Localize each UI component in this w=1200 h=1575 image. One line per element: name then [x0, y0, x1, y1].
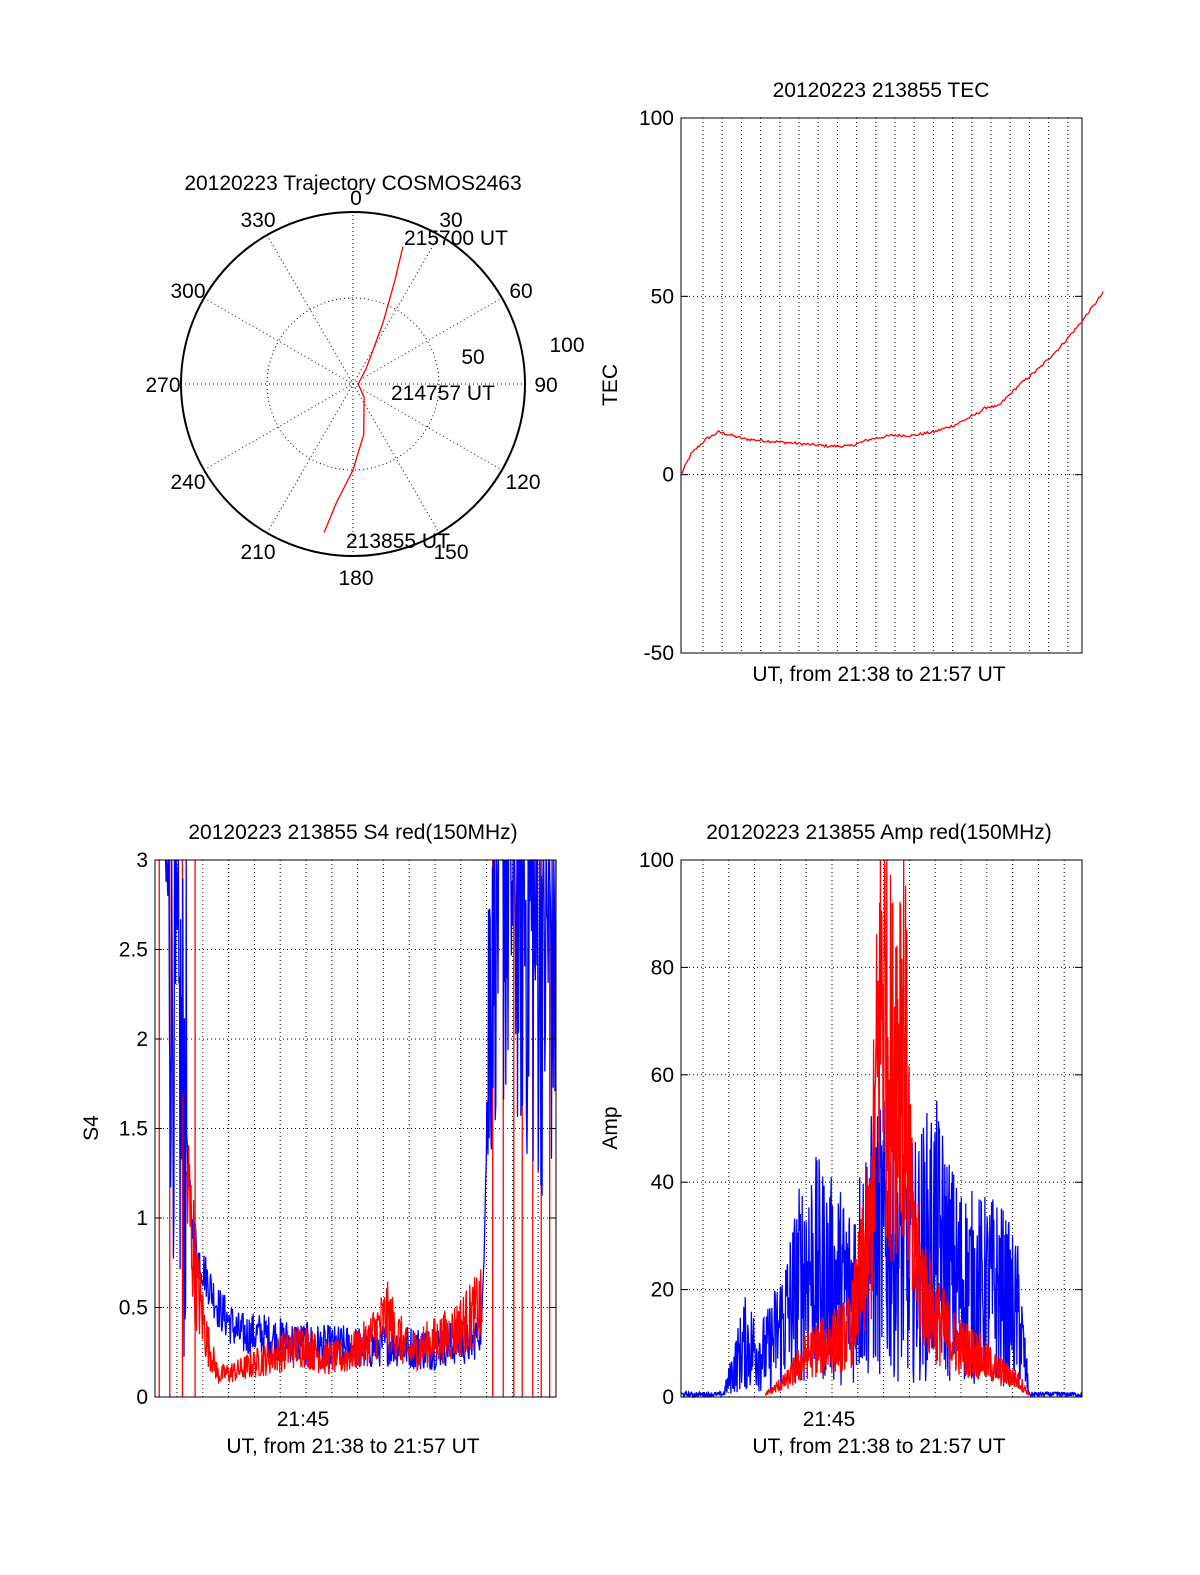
tec-title: 20120223 213855 TEC [773, 79, 990, 102]
angle-label-330: 330 [240, 209, 275, 232]
angle-label-90: 90 [534, 374, 557, 397]
angle-label-150: 150 [433, 541, 468, 564]
amp-frame [680, 859, 1083, 1398]
tec-ylabel: TEC [599, 364, 622, 406]
tec-y-ticks: -50 0 50 100 [639, 107, 1082, 665]
amp-xlabel: UT, from 21:38 to 21:57 UT [752, 1435, 1005, 1458]
s4-xlabel: UT, from 21:38 to 21:57 UT [226, 1435, 479, 1458]
s4-y-ticks: 0 0.5 1 1.5 2 2.5 3 [119, 849, 556, 1409]
angle-label-210: 210 [240, 541, 275, 564]
annotation-end-time: 215700 UT [404, 227, 508, 250]
polar-grid-spoke-150 [266, 234, 440, 534]
amp-ytick-label-100: 100 [639, 849, 674, 872]
angle-label-120: 120 [505, 471, 540, 494]
tec-xlabel: UT, from 21:38 to 21:57 UT [752, 663, 1005, 686]
angle-label-30: 30 [439, 209, 462, 232]
tec-ytick-label-100: 100 [639, 107, 674, 130]
angle-label-300: 300 [170, 280, 205, 303]
amp-ytick-label-0: 0 [662, 1386, 674, 1409]
s4-ytick-label-3: 3 [136, 849, 148, 872]
s4-ytick-label-1: 1 [136, 1207, 148, 1230]
annotation-mid-time: 214757 UT [391, 382, 495, 405]
amp-ytick-label-40: 40 [651, 1171, 674, 1194]
s4-ytick-label-0.5: 0.5 [119, 1297, 148, 1320]
angle-label-240: 240 [170, 471, 205, 494]
s4-xtick-2145: 21:45 [277, 1408, 330, 1431]
s4-ylabel: S4 [80, 1115, 103, 1141]
angle-label-180: 180 [338, 567, 373, 590]
polar-grid-circle-50 [266, 297, 440, 471]
tec-grid [681, 118, 1082, 653]
tec-ytick-label-50: 50 [651, 285, 674, 308]
polar-chart: 20120223 Trajectory COSMOS2463 0 30 60 9… [145, 172, 584, 590]
polar-angle-labels: 0 30 60 90 120 150 180 210 240 270 300 3… [145, 187, 557, 590]
tec-ytick-label--50: -50 [644, 642, 674, 665]
angle-label-270: 270 [145, 374, 180, 397]
amp-title: 20120223 213855 Amp red(150MHz) [706, 821, 1052, 844]
angle-label-60: 60 [509, 280, 532, 303]
s4-chart: 20120223 213855 S4 red(150MHz) 0 0.5 1 1.5 2… [80, 821, 557, 1458]
polar-outer-circle [180, 211, 526, 557]
amp-ytick-label-60: 60 [651, 1064, 674, 1087]
radius-label-50: 50 [461, 346, 484, 369]
amp-ytick-label-80: 80 [651, 956, 674, 979]
amp-series-blue [680, 1093, 1083, 1399]
s4-ytick-label-1.5: 1.5 [119, 1118, 148, 1141]
polar-title: 20120223 Trajectory COSMOS2463 [184, 172, 521, 195]
s4-ytick-label-0: 0 [136, 1386, 148, 1409]
angle-label-0: 0 [350, 187, 362, 210]
s4-ytick-label-2.5: 2.5 [119, 939, 148, 962]
tec-chart: 20120223 213855 TEC -50 0 50 100 TEC UT, fr… [599, 79, 1104, 686]
amp-series-red [764, 859, 1030, 1396]
tec-ytick-label-0: 0 [662, 464, 674, 487]
s4-ytick-label-2: 2 [136, 1028, 148, 1051]
tec-frame [680, 117, 1083, 654]
tec-series-line [680, 291, 1104, 475]
polar-trajectory-line [323, 246, 404, 533]
amp-ytick-label-20: 20 [651, 1279, 674, 1302]
annotation-start-time: 213855 UT [346, 530, 450, 553]
amp-xtick-2145: 21:45 [803, 1408, 856, 1431]
amp-ylabel: Amp [599, 1106, 622, 1149]
amp-chart: 20120223 213855 Amp red(150MHz) 0 20 40 60 8… [599, 821, 1083, 1458]
s4-title: 20120223 213855 S4 red(150MHz) [188, 821, 517, 844]
s4-series-red [186, 1145, 483, 1384]
radius-label-100: 100 [549, 334, 584, 357]
s4-series-blue [164, 859, 557, 1372]
polar-grid [181, 212, 525, 556]
amp-y-ticks: 0 20 40 60 80 100 [639, 849, 1082, 1409]
